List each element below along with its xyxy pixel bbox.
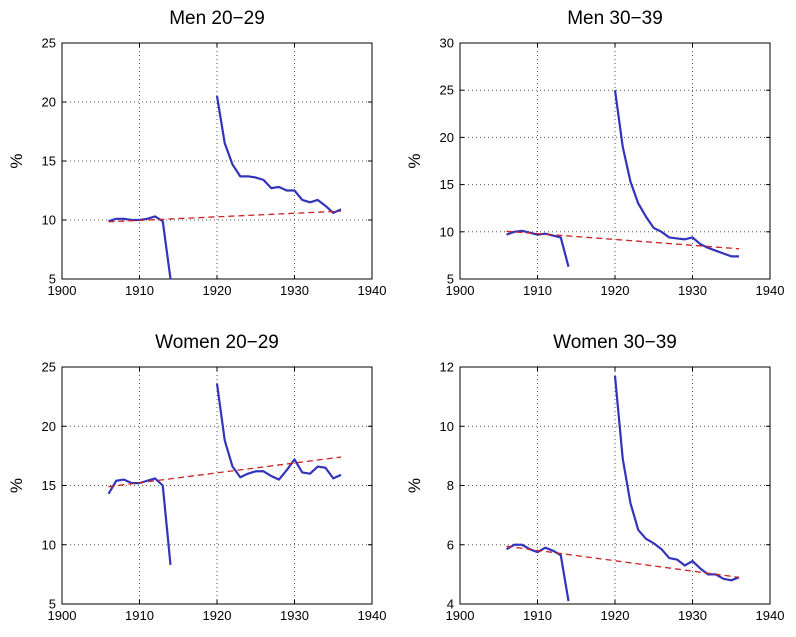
chart-panel-women-30-39: Women 30−39 1900 1910 1920 1930 1940 4 6 8 10 12%	[398, 316, 796, 632]
x-tick-label: 1920	[203, 608, 232, 623]
chart-title: Men 20−29	[62, 8, 372, 30]
series-line	[217, 96, 341, 213]
y-tick-label: 15	[440, 177, 454, 192]
y-tick-label: 4	[447, 597, 454, 612]
plot-frame	[460, 367, 770, 604]
y-tick-label: 30	[440, 36, 454, 51]
x-tick-label: 1940	[358, 283, 387, 298]
x-tick-label: 1910	[523, 608, 552, 623]
x-tick-label: 1920	[203, 283, 232, 298]
x-tick-label: 1930	[678, 608, 707, 623]
x-tick-label: 1930	[678, 283, 707, 298]
y-tick-label: 20	[440, 130, 454, 145]
y-axis-label: %	[7, 478, 26, 493]
x-tick-label: 1930	[280, 283, 309, 298]
chart-title: Women 20−29	[62, 332, 372, 354]
series-line	[507, 231, 569, 267]
y-tick-label: 5	[49, 597, 56, 612]
x-tick-label: 1920	[601, 283, 630, 298]
y-axis-label: %	[405, 478, 424, 493]
chart-panel-men-30-39: Men 30−39 1900 1910 1920 1930 1940 5 10 15 20 25 3…	[398, 0, 796, 316]
chart-panel-women-20-29: Women 20−29 1900 1910 1920 1930 1940 5 10 15 20 2…	[0, 316, 398, 632]
y-tick-label: 8	[447, 478, 454, 493]
y-tick-label: 20	[42, 419, 56, 434]
x-tick-label: 1940	[756, 283, 785, 298]
chart-title: Men 30−39	[460, 8, 770, 30]
y-tick-label: 10	[42, 213, 56, 228]
trend-line	[109, 457, 342, 487]
x-tick-label: 1940	[358, 608, 387, 623]
chart-panel-men-20-29: Men 20−29 1900 1910 1920 1930 1940 5 10 15 20 25%	[0, 0, 398, 316]
y-axis-label: %	[405, 153, 424, 168]
x-tick-label: 1930	[280, 608, 309, 623]
series-line	[615, 376, 739, 580]
x-tick-label: 1940	[756, 608, 785, 623]
y-tick-label: 20	[42, 95, 56, 110]
x-tick-label: 1910	[523, 283, 552, 298]
x-tick-label: 1910	[125, 283, 154, 298]
chart-title: Women 30−39	[460, 332, 770, 354]
y-tick-label: 6	[447, 537, 454, 552]
plot-frame	[62, 367, 372, 604]
y-tick-label: 25	[42, 36, 56, 51]
y-tick-label: 10	[42, 537, 56, 552]
y-tick-label: 10	[440, 224, 454, 239]
y-tick-label: 25	[42, 360, 56, 375]
x-tick-label: 1910	[125, 608, 154, 623]
y-tick-label: 25	[440, 83, 454, 98]
y-tick-label: 5	[49, 272, 56, 287]
y-axis-label: %	[7, 153, 26, 168]
y-tick-label: 10	[440, 419, 454, 434]
y-tick-label: 15	[42, 478, 56, 493]
y-tick-label: 15	[42, 154, 56, 169]
y-tick-label: 12	[440, 360, 454, 375]
y-tick-label: 5	[447, 272, 454, 287]
x-tick-label: 1920	[601, 608, 630, 623]
